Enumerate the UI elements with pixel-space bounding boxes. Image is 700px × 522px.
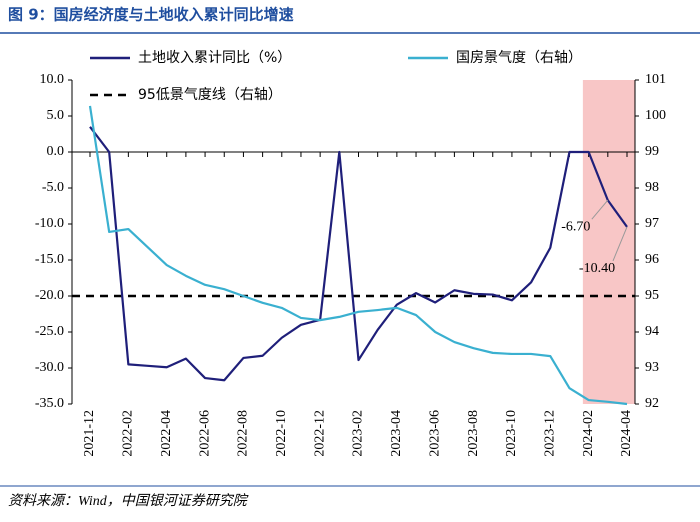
y2-tick-label: 100 xyxy=(645,108,666,123)
x-tick-label: 2022-02 xyxy=(121,410,136,457)
x-tick-label: 2023-02 xyxy=(351,410,366,457)
highlight-region xyxy=(582,80,635,404)
series-line xyxy=(88,105,628,406)
y2-tick-label: 97 xyxy=(645,216,659,231)
y2-tick-label: 101 xyxy=(645,72,666,87)
y-tick-label: -35.0 xyxy=(35,396,64,411)
y2-tick-label: 94 xyxy=(645,324,659,339)
y2-tick-label: 93 xyxy=(645,360,659,375)
series-line xyxy=(89,126,628,382)
x-tick-label: 2023-08 xyxy=(466,410,481,457)
x-tick-label: 2022-12 xyxy=(312,410,327,457)
legend-label: 国房景气度（右轴） xyxy=(456,50,582,66)
label-leader xyxy=(612,226,628,262)
y2-tick-label: 98 xyxy=(645,180,659,195)
label-leader xyxy=(591,199,609,220)
x-tick-label: 2022-06 xyxy=(197,410,212,457)
x-tick-label: 2022-08 xyxy=(236,410,251,457)
legend-label: 95低景气度线（右轴） xyxy=(138,87,282,103)
x-tick-label: 2023-10 xyxy=(504,410,519,457)
y-tick-label: -15.0 xyxy=(35,252,64,267)
y-tick-label: 5.0 xyxy=(47,108,65,123)
y2-tick-label: 92 xyxy=(645,396,659,411)
y-tick-label: -5.0 xyxy=(42,180,64,195)
x-tick-label: 2023-06 xyxy=(427,410,442,457)
x-tick-label: 2024-02 xyxy=(581,410,596,457)
y2-tick-label: 95 xyxy=(645,288,659,303)
y-tick-label: 10.0 xyxy=(40,72,65,87)
x-tick-label: 2022-10 xyxy=(274,410,289,457)
x-tick-label: 2024-04 xyxy=(619,410,634,457)
value-label: -10.40 xyxy=(579,261,615,276)
x-tick-label: 2023-04 xyxy=(389,410,404,457)
x-tick-label: 2022-04 xyxy=(159,410,174,457)
legend-label: 土地收入累计同比（%） xyxy=(138,50,291,66)
y-tick-label: 0.0 xyxy=(47,144,65,159)
y-tick-label: -30.0 xyxy=(35,360,64,375)
x-tick-label: 2023-12 xyxy=(543,410,558,457)
y-tick-label: -10.0 xyxy=(35,216,64,231)
y-tick-label: -20.0 xyxy=(35,288,64,303)
y2-tick-label: 99 xyxy=(645,144,659,159)
source: 资料来源：Wind，中国银河证券研究院 xyxy=(8,493,249,509)
y2-tick-label: 96 xyxy=(645,252,659,267)
chart-title: 图 9：国房经济度与土地收入累计同比增速 xyxy=(8,6,294,24)
value-label: -6.70 xyxy=(561,219,590,234)
y-tick-label: -25.0 xyxy=(35,324,64,339)
x-tick-label: 2021-12 xyxy=(82,410,97,457)
